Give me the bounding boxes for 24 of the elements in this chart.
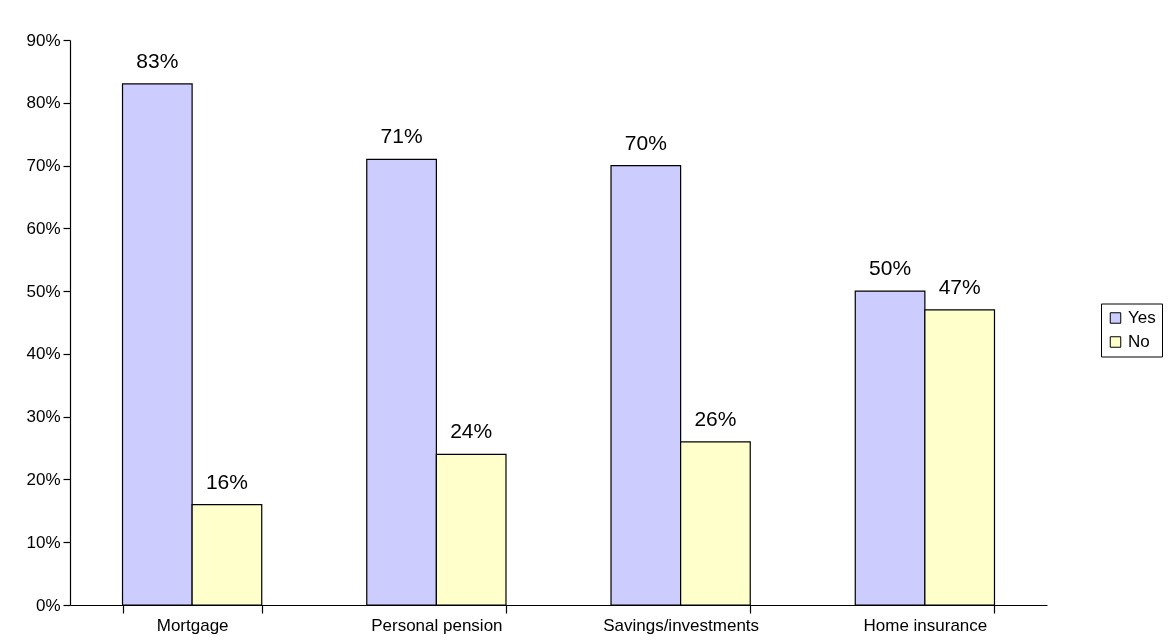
data-label: 16% [205,469,248,493]
y-tick-label: 60% [26,218,61,238]
data-label: 47% [938,274,981,298]
data-label: 24% [450,419,493,443]
y-tick-label: 80% [26,93,61,113]
data-label: 26% [694,406,737,430]
data-label: 50% [869,256,912,280]
x-tick-label: Personal pension [371,615,503,635]
legend-label: No [1128,332,1150,351]
y-tick-label: 30% [26,407,61,427]
data-label: 70% [624,130,667,154]
x-tick-label: Savings/investments [603,615,760,635]
y-tick-label: 0% [35,595,61,615]
x-tick-label: Home insurance [863,615,988,635]
legend-label: Yes [1128,308,1156,327]
y-tick-label: 90% [26,30,61,50]
data-label: 71% [380,124,423,148]
data-label: 83% [136,48,179,72]
y-tick-label: 70% [26,156,61,176]
y-tick-label: 50% [26,281,61,301]
x-tick-label: Mortgage [156,615,229,635]
y-tick-label: 40% [26,344,61,364]
y-tick-label: 20% [26,469,61,489]
y-tick-label: 10% [26,532,61,552]
